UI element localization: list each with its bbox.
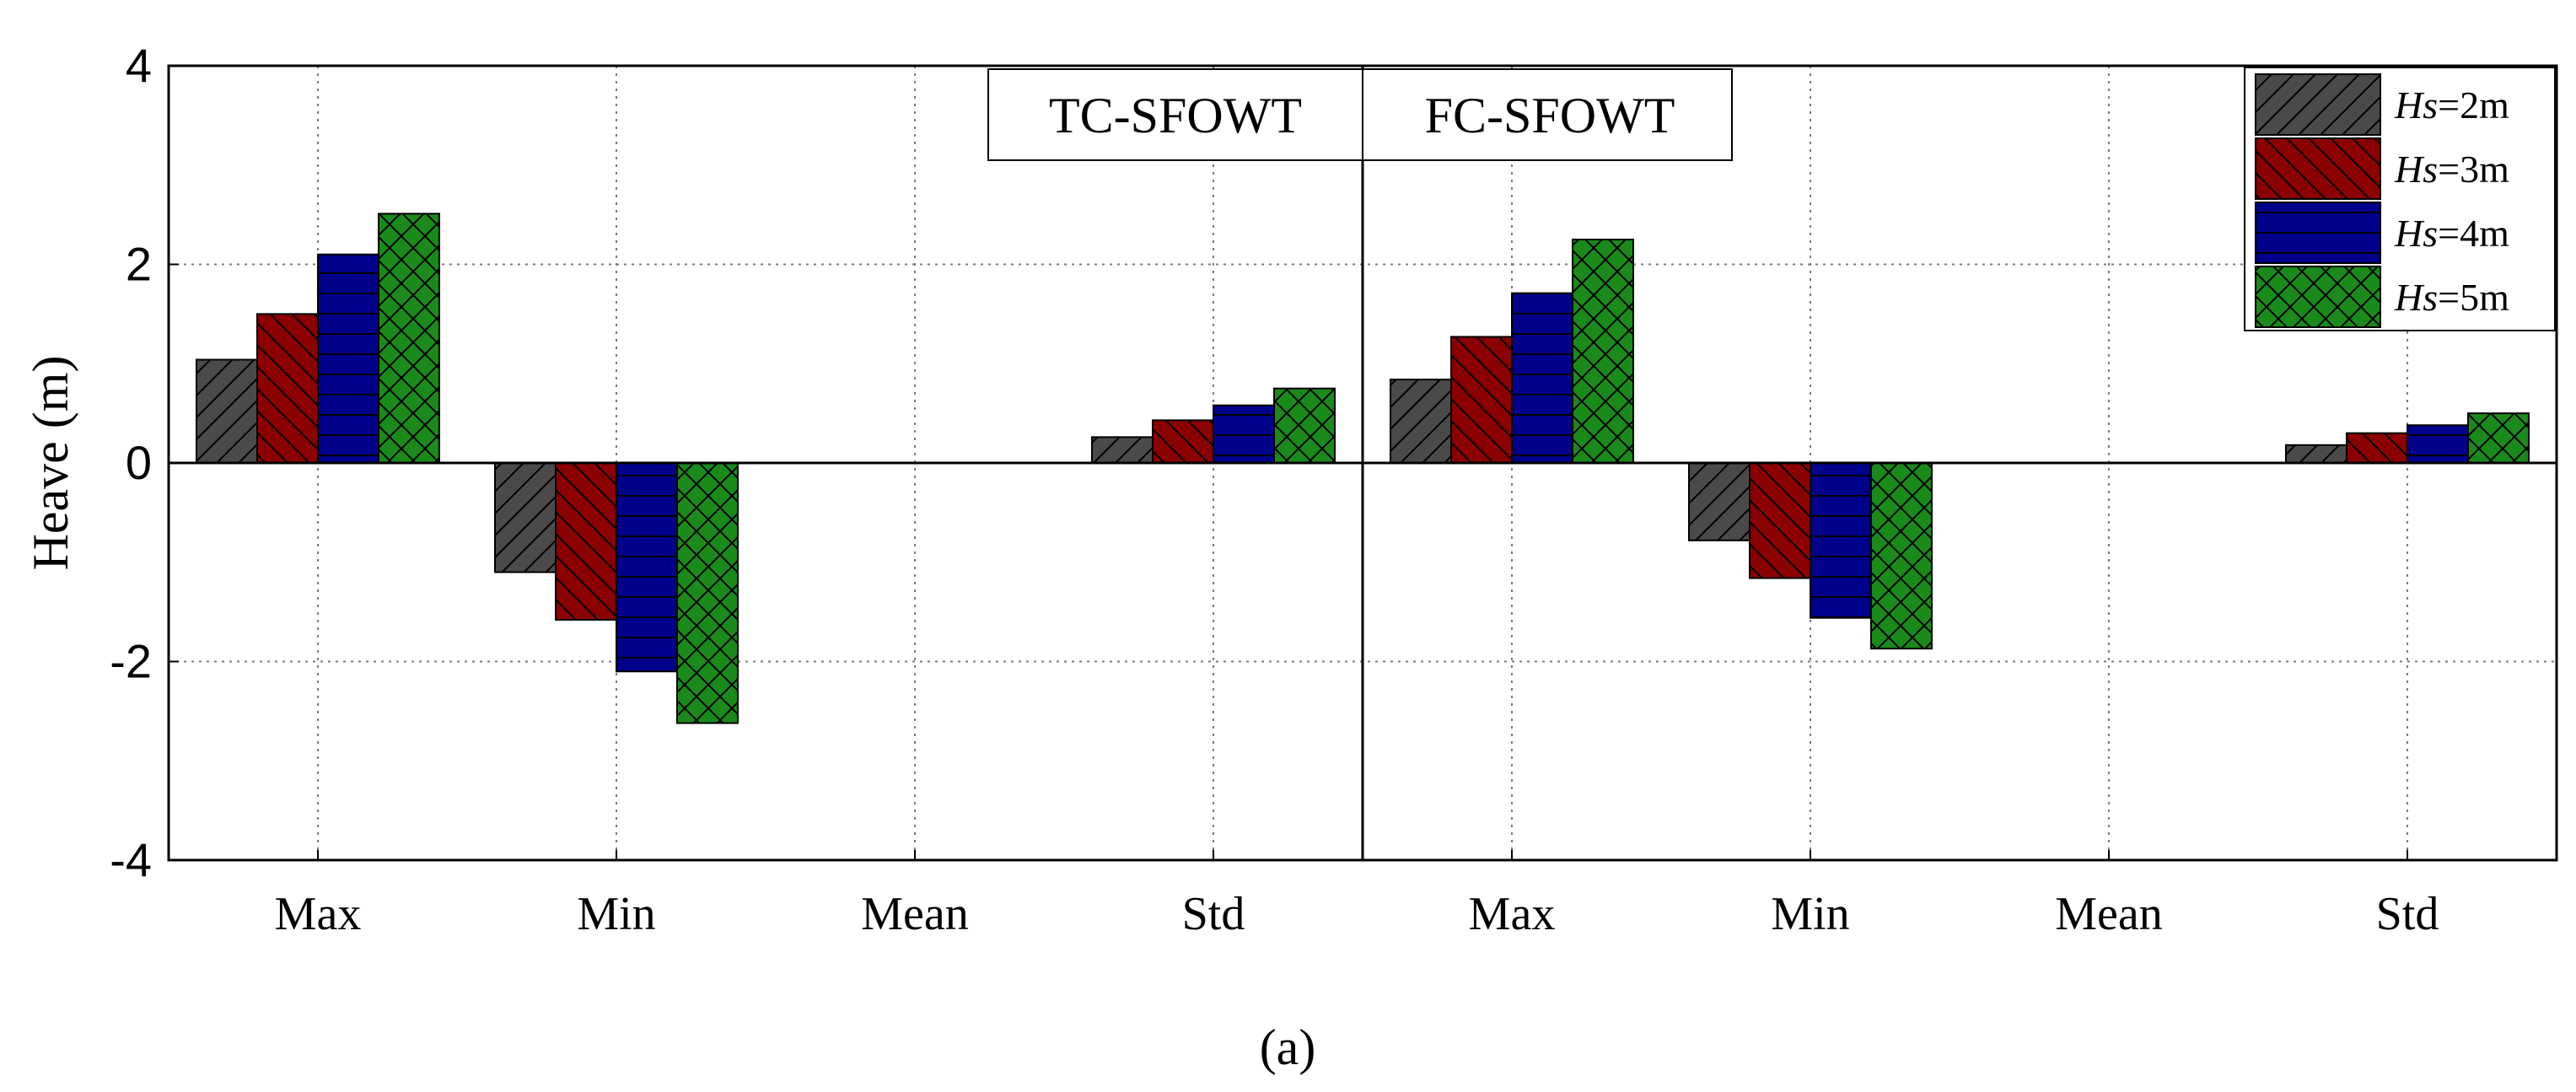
bar-fc-sfowt-std-hs5m xyxy=(2467,412,2530,464)
x-tick-label: Max xyxy=(1469,888,1556,940)
bar-fc-sfowt-max-hs5m xyxy=(1572,239,1634,464)
bar-tc-sfowt-max-hs5m xyxy=(378,212,440,464)
legend-label-value: =5m xyxy=(2438,276,2509,319)
y-tick-label: 4 xyxy=(126,39,152,92)
bar-fc-sfowt-max-hs4m xyxy=(1511,292,1573,464)
y-tick-label: -2 xyxy=(110,635,152,688)
legend-label-value: =4m xyxy=(2438,212,2509,255)
group-label-box: TC-SFOWT FC-SFOWT xyxy=(987,68,1733,161)
bar-tc-sfowt-min-hs5m xyxy=(676,462,739,724)
bar-tc-sfowt-min-hs3m xyxy=(555,462,617,621)
bar-fc-sfowt-min-hs4m xyxy=(1810,462,1872,619)
legend-label-var: Hs xyxy=(2394,148,2438,191)
bar-tc-sfowt-min-hs4m xyxy=(616,462,678,673)
bars xyxy=(196,212,2530,724)
x-tick-label: Std xyxy=(1182,888,1245,940)
x-tick-label: Mean xyxy=(861,888,969,940)
bar-tc-sfowt-std-hs4m xyxy=(1213,404,1275,464)
legend-label-var: Hs xyxy=(2394,83,2438,126)
legend-label: Hs=4m xyxy=(2394,212,2509,255)
bar-fc-sfowt-std-hs2m xyxy=(2285,444,2347,464)
legend-label-var: Hs xyxy=(2394,212,2438,255)
legend-label-value: =3m xyxy=(2438,148,2509,191)
y-axis-label: Heave (m) xyxy=(23,356,78,571)
bar-fc-sfowt-max-hs3m xyxy=(1450,336,1513,464)
legend-label: Hs=3m xyxy=(2394,148,2509,191)
bar-tc-sfowt-max-hs2m xyxy=(196,358,258,465)
bar-tc-sfowt-std-hs5m xyxy=(1273,387,1336,464)
bar-fc-sfowt-max-hs2m xyxy=(1390,379,1452,464)
y-ticks: -4 -2 0 2 4 xyxy=(110,39,179,886)
x-tick-label: Max xyxy=(275,888,362,940)
bar-fc-sfowt-min-hs5m xyxy=(1870,462,1933,650)
legend-label: Hs=5m xyxy=(2394,276,2509,319)
x-ticks: Max Min Mean Std Max Min Mean Std xyxy=(275,850,2439,940)
bar-tc-sfowt-max-hs4m xyxy=(317,253,379,464)
legend-label-value: =2m xyxy=(2438,83,2509,126)
legend-swatch-3m xyxy=(2255,137,2381,200)
y-tick-label: 0 xyxy=(126,436,152,489)
legend-label-var: Hs xyxy=(2394,276,2438,319)
bar-fc-sfowt-std-hs3m xyxy=(2346,432,2408,464)
group-label-fc: FC-SFOWT xyxy=(1425,88,1675,143)
legend-swatch-2m xyxy=(2255,73,2381,136)
x-tick-label: Min xyxy=(577,888,655,940)
bar-fc-sfowt-min-hs3m xyxy=(1749,462,1811,579)
bar-tc-sfowt-std-hs2m xyxy=(1091,436,1154,465)
x-tick-label: Mean xyxy=(2055,888,2163,940)
y-tick-label: -4 xyxy=(110,833,152,886)
legend-label: Hs=2m xyxy=(2394,83,2509,126)
x-tick-label: Min xyxy=(1771,888,1849,940)
bar-tc-sfowt-min-hs2m xyxy=(494,462,557,573)
bar-fc-sfowt-min-hs2m xyxy=(1688,462,1750,541)
legend-swatch-5m xyxy=(2255,266,2381,328)
bar-tc-sfowt-max-hs3m xyxy=(256,313,319,464)
legend-swatch-4m xyxy=(2255,202,2381,264)
bar-fc-sfowt-std-hs4m xyxy=(2407,424,2469,465)
figure-caption: (a) xyxy=(1260,1019,1316,1075)
y-tick-label: 2 xyxy=(126,238,152,291)
bar-tc-sfowt-std-hs3m xyxy=(1152,419,1214,464)
group-label-tc: TC-SFOWT xyxy=(1049,88,1302,143)
x-tick-label: Std xyxy=(2376,888,2439,940)
